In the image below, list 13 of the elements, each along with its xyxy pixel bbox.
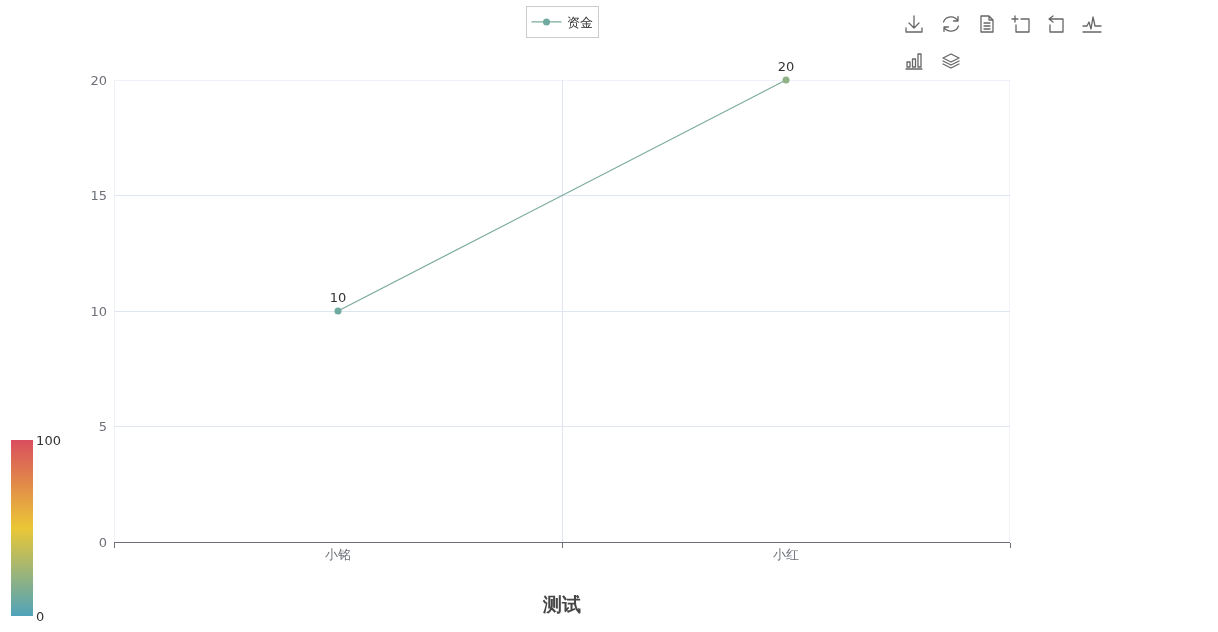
y-tick-label: 0 — [98, 534, 107, 550]
data-label: 20 — [777, 59, 795, 75]
data-label: 10 — [329, 290, 347, 306]
y-tick-label: 10 — [90, 303, 107, 319]
x-tick-label: 小红 — [773, 546, 799, 562]
text: 测试 — [542, 592, 581, 615]
y-tick-label: 15 — [90, 188, 107, 204]
y-tick-label: 5 — [98, 419, 107, 435]
y-tick-label: 20 — [90, 72, 107, 88]
legend-label: 资金 — [566, 15, 593, 31]
color-bar-label: 0 — [36, 608, 45, 624]
x-tick-label: 小铭 — [325, 546, 351, 562]
color-bar-label: 100 — [36, 432, 61, 448]
